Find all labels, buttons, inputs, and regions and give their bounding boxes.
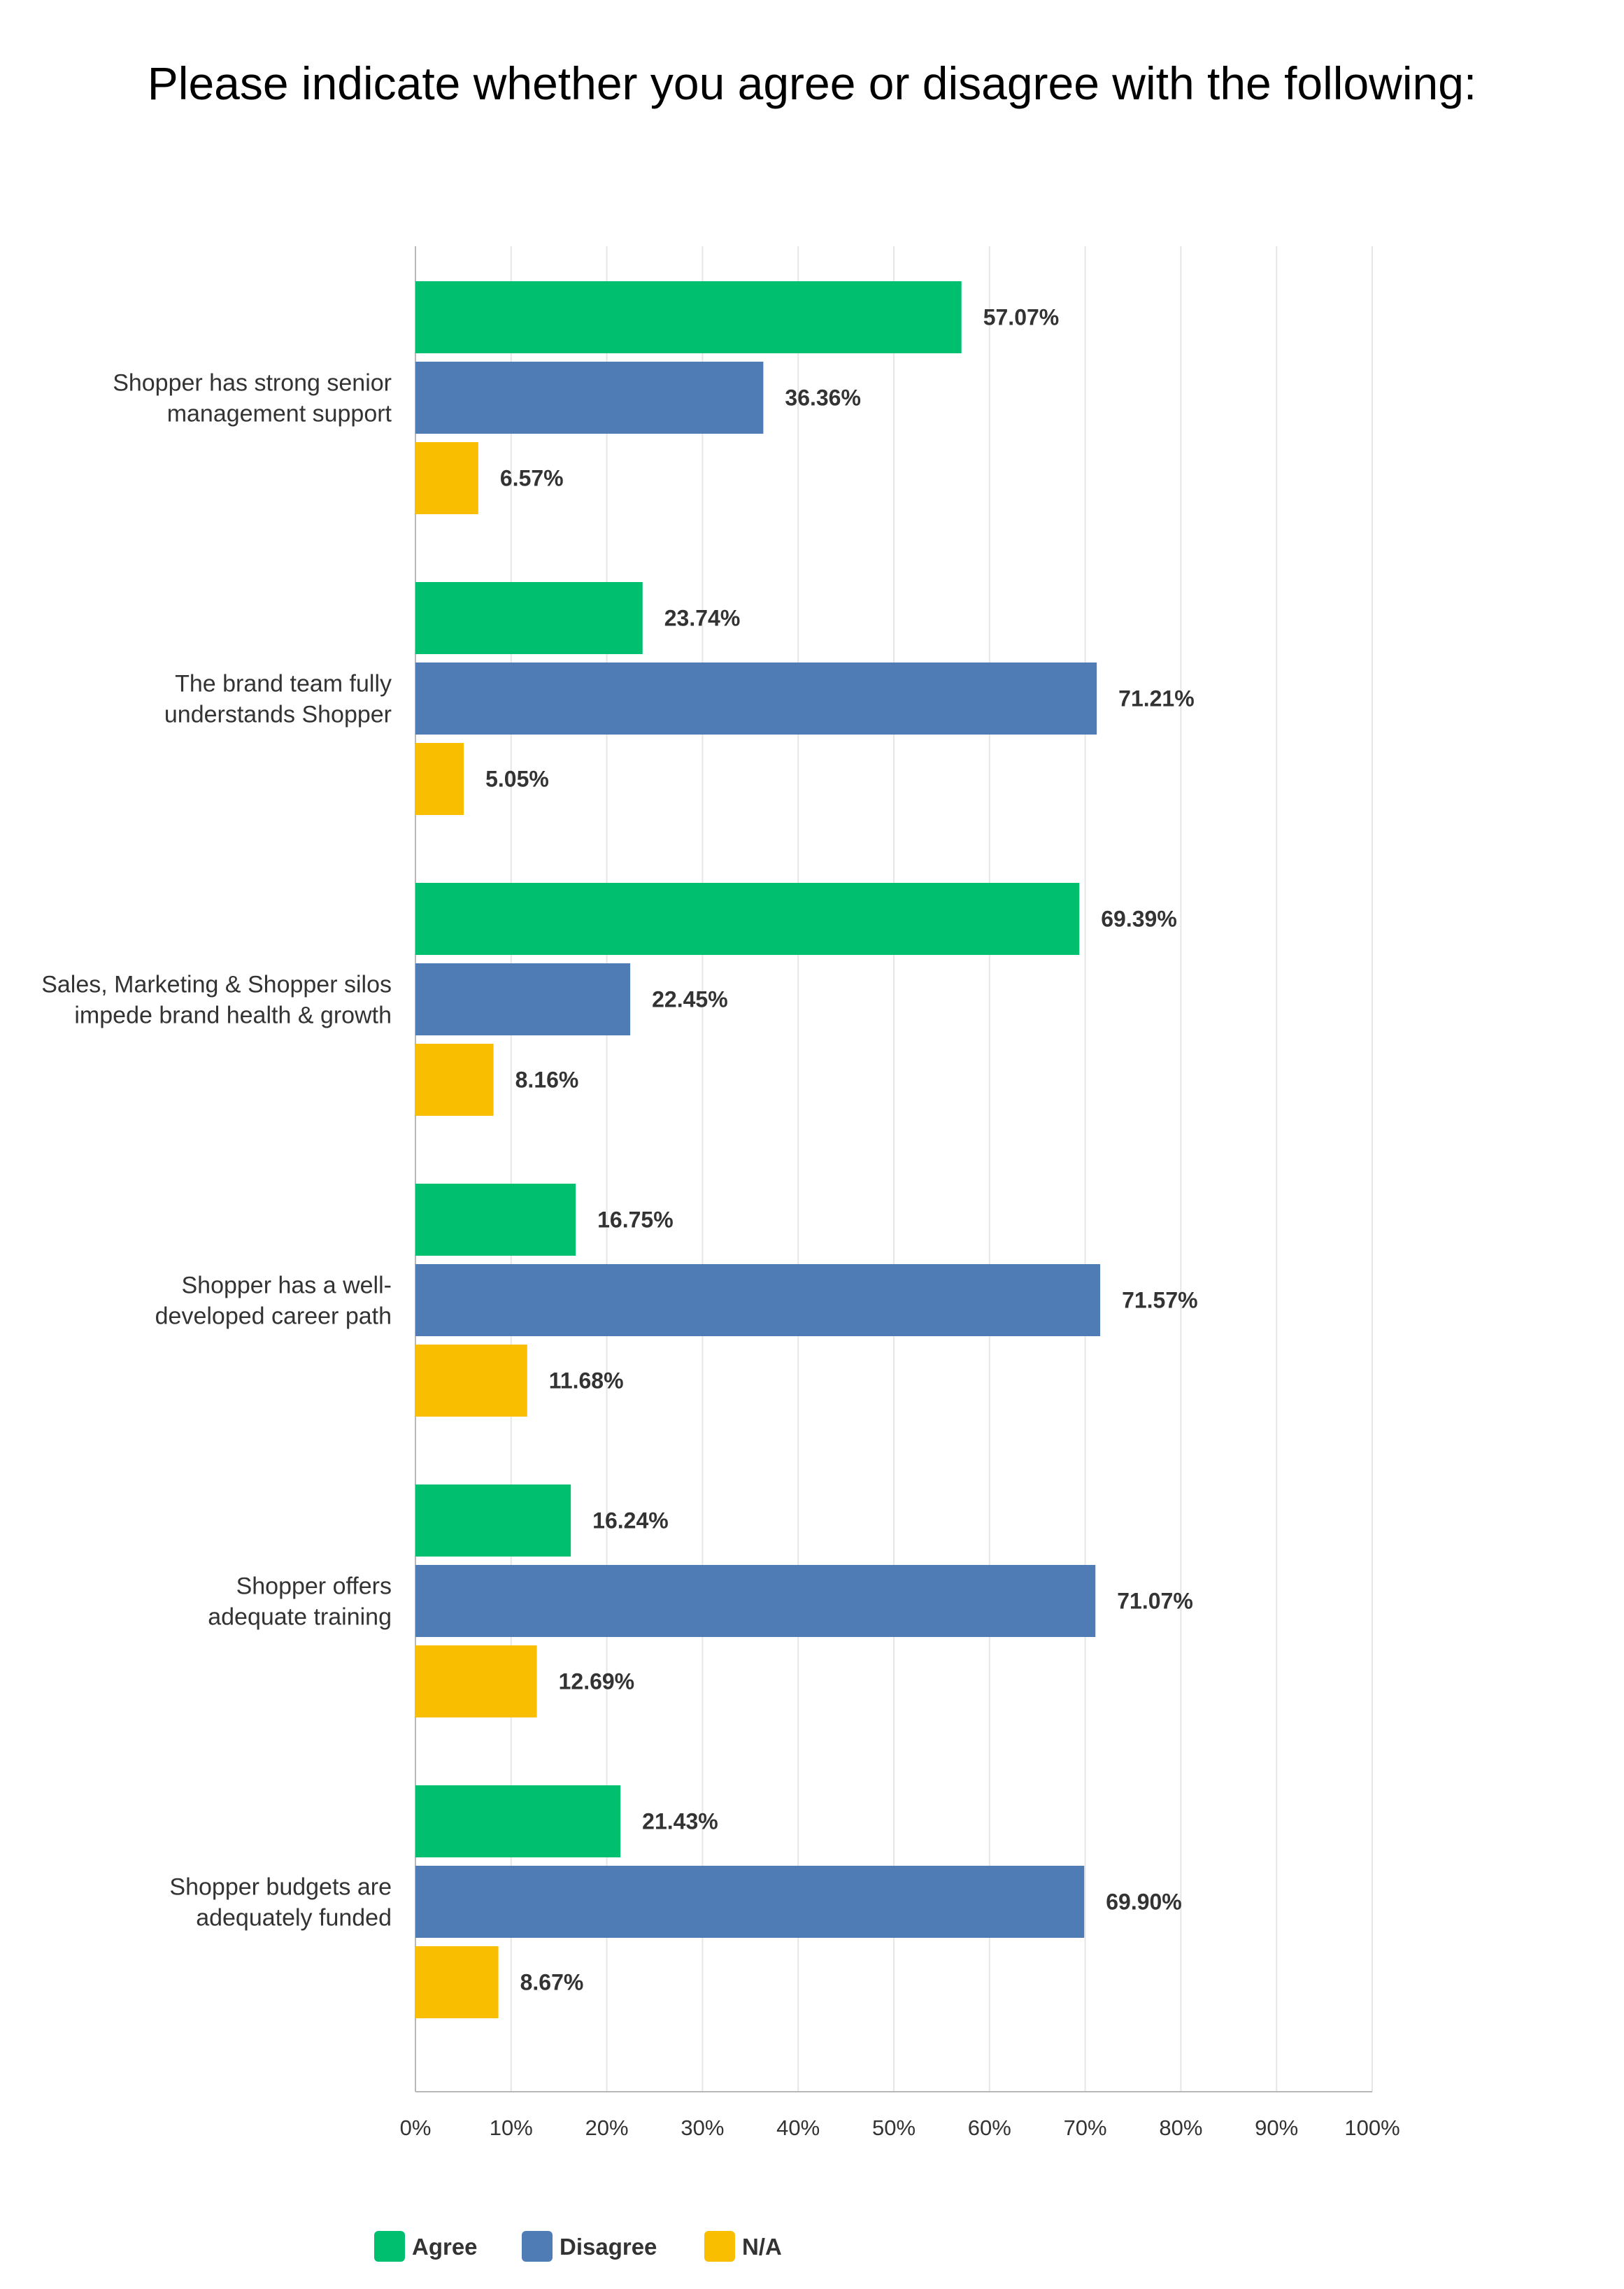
bar: [415, 1645, 537, 1717]
category-label: Sales, Marketing & Shopper silos impede b…: [41, 972, 392, 1029]
data-label: 6.57%: [500, 466, 564, 491]
data-label: 69.90%: [1106, 1890, 1182, 1915]
x-tick-label: 80%: [1159, 2116, 1202, 2140]
bar: [415, 281, 962, 353]
bar: [415, 1565, 1096, 1637]
data-label: 71.21%: [1118, 686, 1195, 711]
bar: [415, 1484, 571, 1557]
legend-swatch: [704, 2231, 735, 2262]
bar: [415, 963, 631, 1035]
data-label: 12.69%: [559, 1669, 635, 1694]
legend-swatch: [374, 2231, 405, 2262]
x-axis: 0% 10% 20% 30% 40% 50% 60% 70% 80% 90% 100%: [400, 2116, 1400, 2140]
x-tick-label: 50%: [872, 2116, 916, 2140]
bar: [415, 1044, 494, 1116]
bar: [415, 1345, 527, 1417]
bar: [415, 442, 478, 514]
data-label: 16.75%: [597, 1207, 674, 1233]
data-label: 11.68%: [549, 1368, 624, 1394]
category-labels: Shopper has strong senior management supp…: [41, 370, 392, 1932]
data-label: 69.39%: [1101, 907, 1177, 932]
category-label: Shopper offers adequate training: [208, 1573, 392, 1631]
x-tick-label: 70%: [1064, 2116, 1107, 2140]
x-tick-label: 90%: [1255, 2116, 1298, 2140]
x-tick-label: 40%: [776, 2116, 820, 2140]
legend-label: Disagree: [560, 2234, 657, 2260]
data-label: 22.45%: [652, 987, 728, 1012]
data-label: 5.05%: [485, 767, 549, 792]
x-tick-label: 100%: [1344, 2116, 1399, 2140]
category-label: Shopper budgets are adequately funded: [169, 1874, 392, 1932]
bar: [415, 1866, 1085, 1938]
data-label: 8.16%: [515, 1068, 579, 1093]
category-label: Shopper has strong senior management supp…: [113, 370, 392, 427]
bar: [415, 582, 643, 654]
bar: [415, 1946, 499, 2018]
data-label: 57.07%: [983, 305, 1060, 330]
data-label: 16.24%: [592, 1508, 669, 1533]
bar: [415, 662, 1097, 735]
category-label: The brand team fully understands Shopper: [164, 671, 392, 728]
legend-label: Agree: [412, 2234, 478, 2260]
bar: [415, 1184, 576, 1256]
legend-label: N/A: [742, 2234, 782, 2260]
legend: Agree Disagree N/A: [374, 2231, 782, 2262]
data-label: 21.43%: [642, 1809, 718, 1834]
data-label: 8.67%: [520, 1970, 584, 1995]
legend-swatch: [522, 2231, 553, 2262]
x-tick-label: 10%: [490, 2116, 533, 2140]
x-tick-label: 20%: [585, 2116, 629, 2140]
gridlines: [415, 246, 1373, 2092]
data-label: 23.74%: [664, 606, 741, 631]
data-label: 71.57%: [1122, 1288, 1198, 1313]
x-tick-label: 30%: [681, 2116, 724, 2140]
bars: 57.07% 36.36% 6.57% 23.74% 71.21% 5.05% 69.39%…: [415, 281, 1198, 2018]
bar: [415, 743, 464, 815]
bar: [415, 883, 1080, 955]
bar: [415, 1785, 621, 1857]
bar: [415, 362, 764, 434]
category-label: Shopper has a well-developed career path: [155, 1273, 392, 1330]
data-label: 71.07%: [1117, 1589, 1193, 1614]
x-tick-label: 0%: [400, 2116, 432, 2140]
chart-title: Please indicate whether you agree or dis…: [148, 57, 1476, 109]
x-tick-label: 60%: [968, 2116, 1011, 2140]
bar: [415, 1264, 1101, 1336]
data-label: 36.36%: [785, 385, 861, 411]
